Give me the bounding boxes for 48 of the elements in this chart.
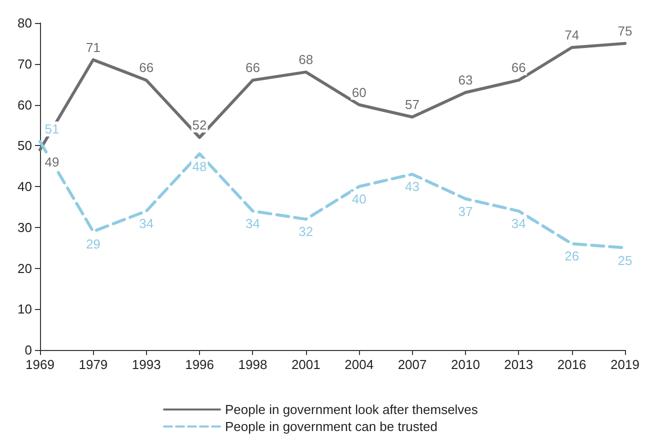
data-label: 40 bbox=[352, 192, 366, 206]
x-tick-label: 2004 bbox=[344, 357, 374, 372]
data-label: 34 bbox=[511, 216, 526, 232]
data-label: 63 bbox=[458, 72, 473, 88]
data-label: 49 bbox=[44, 154, 60, 170]
data-label: 66 bbox=[245, 60, 260, 76]
y-tick-label: 10 bbox=[18, 302, 32, 317]
data-label: 66 bbox=[139, 60, 154, 76]
x-tick-label: 2019 bbox=[610, 357, 640, 372]
data-label: 48 bbox=[192, 158, 207, 174]
data-label: 34 bbox=[245, 216, 260, 232]
data-label: 68 bbox=[298, 52, 314, 68]
data-label: 43 bbox=[405, 179, 420, 194]
data-label: 37 bbox=[458, 204, 473, 219]
data-label: 60 bbox=[352, 84, 366, 100]
x-tick-label: 1993 bbox=[132, 357, 161, 372]
data-label: 75 bbox=[618, 23, 632, 38]
line-series bbox=[38, 42, 626, 152]
y-tick-label: 70 bbox=[18, 56, 32, 72]
y-tick-label: 60 bbox=[18, 97, 32, 112]
data-label: 25 bbox=[618, 252, 632, 268]
y-tick-label: 0 bbox=[24, 342, 32, 358]
legend-label: People in government can be trusted bbox=[225, 419, 438, 434]
y-tick-label: 30 bbox=[18, 220, 32, 235]
x-tick-label: 2013 bbox=[504, 357, 534, 372]
x-tick-label: 2010 bbox=[450, 357, 480, 372]
x-tick-label: 2001 bbox=[291, 357, 320, 372]
data-label: 34 bbox=[139, 216, 154, 232]
data-label: 52 bbox=[192, 117, 207, 132]
legend-label: People in government look after themselves bbox=[225, 402, 478, 417]
data-label: 71 bbox=[86, 40, 100, 55]
data-label: 32 bbox=[298, 224, 314, 240]
data-label: 51 bbox=[44, 122, 60, 137]
x-tick-label: 2016 bbox=[557, 357, 586, 372]
x-tick-label: 2007 bbox=[398, 357, 427, 372]
x-tick-label: 1979 bbox=[78, 357, 108, 372]
x-tick-label: 1998 bbox=[238, 357, 268, 372]
y-tick-label: 50 bbox=[18, 138, 32, 154]
y-tick-label: 20 bbox=[18, 260, 32, 276]
y-tick-label: 80 bbox=[18, 16, 32, 30]
data-label: 66 bbox=[511, 60, 526, 76]
y-tick-label: 40 bbox=[18, 179, 32, 194]
data-label: 26 bbox=[564, 248, 580, 264]
data-label: 29 bbox=[86, 236, 100, 252]
data-label: 57 bbox=[405, 97, 420, 112]
x-tick-label: 1996 bbox=[185, 357, 214, 372]
x-tick-label: 1969 bbox=[26, 357, 54, 372]
data-label: 74 bbox=[564, 28, 580, 43]
